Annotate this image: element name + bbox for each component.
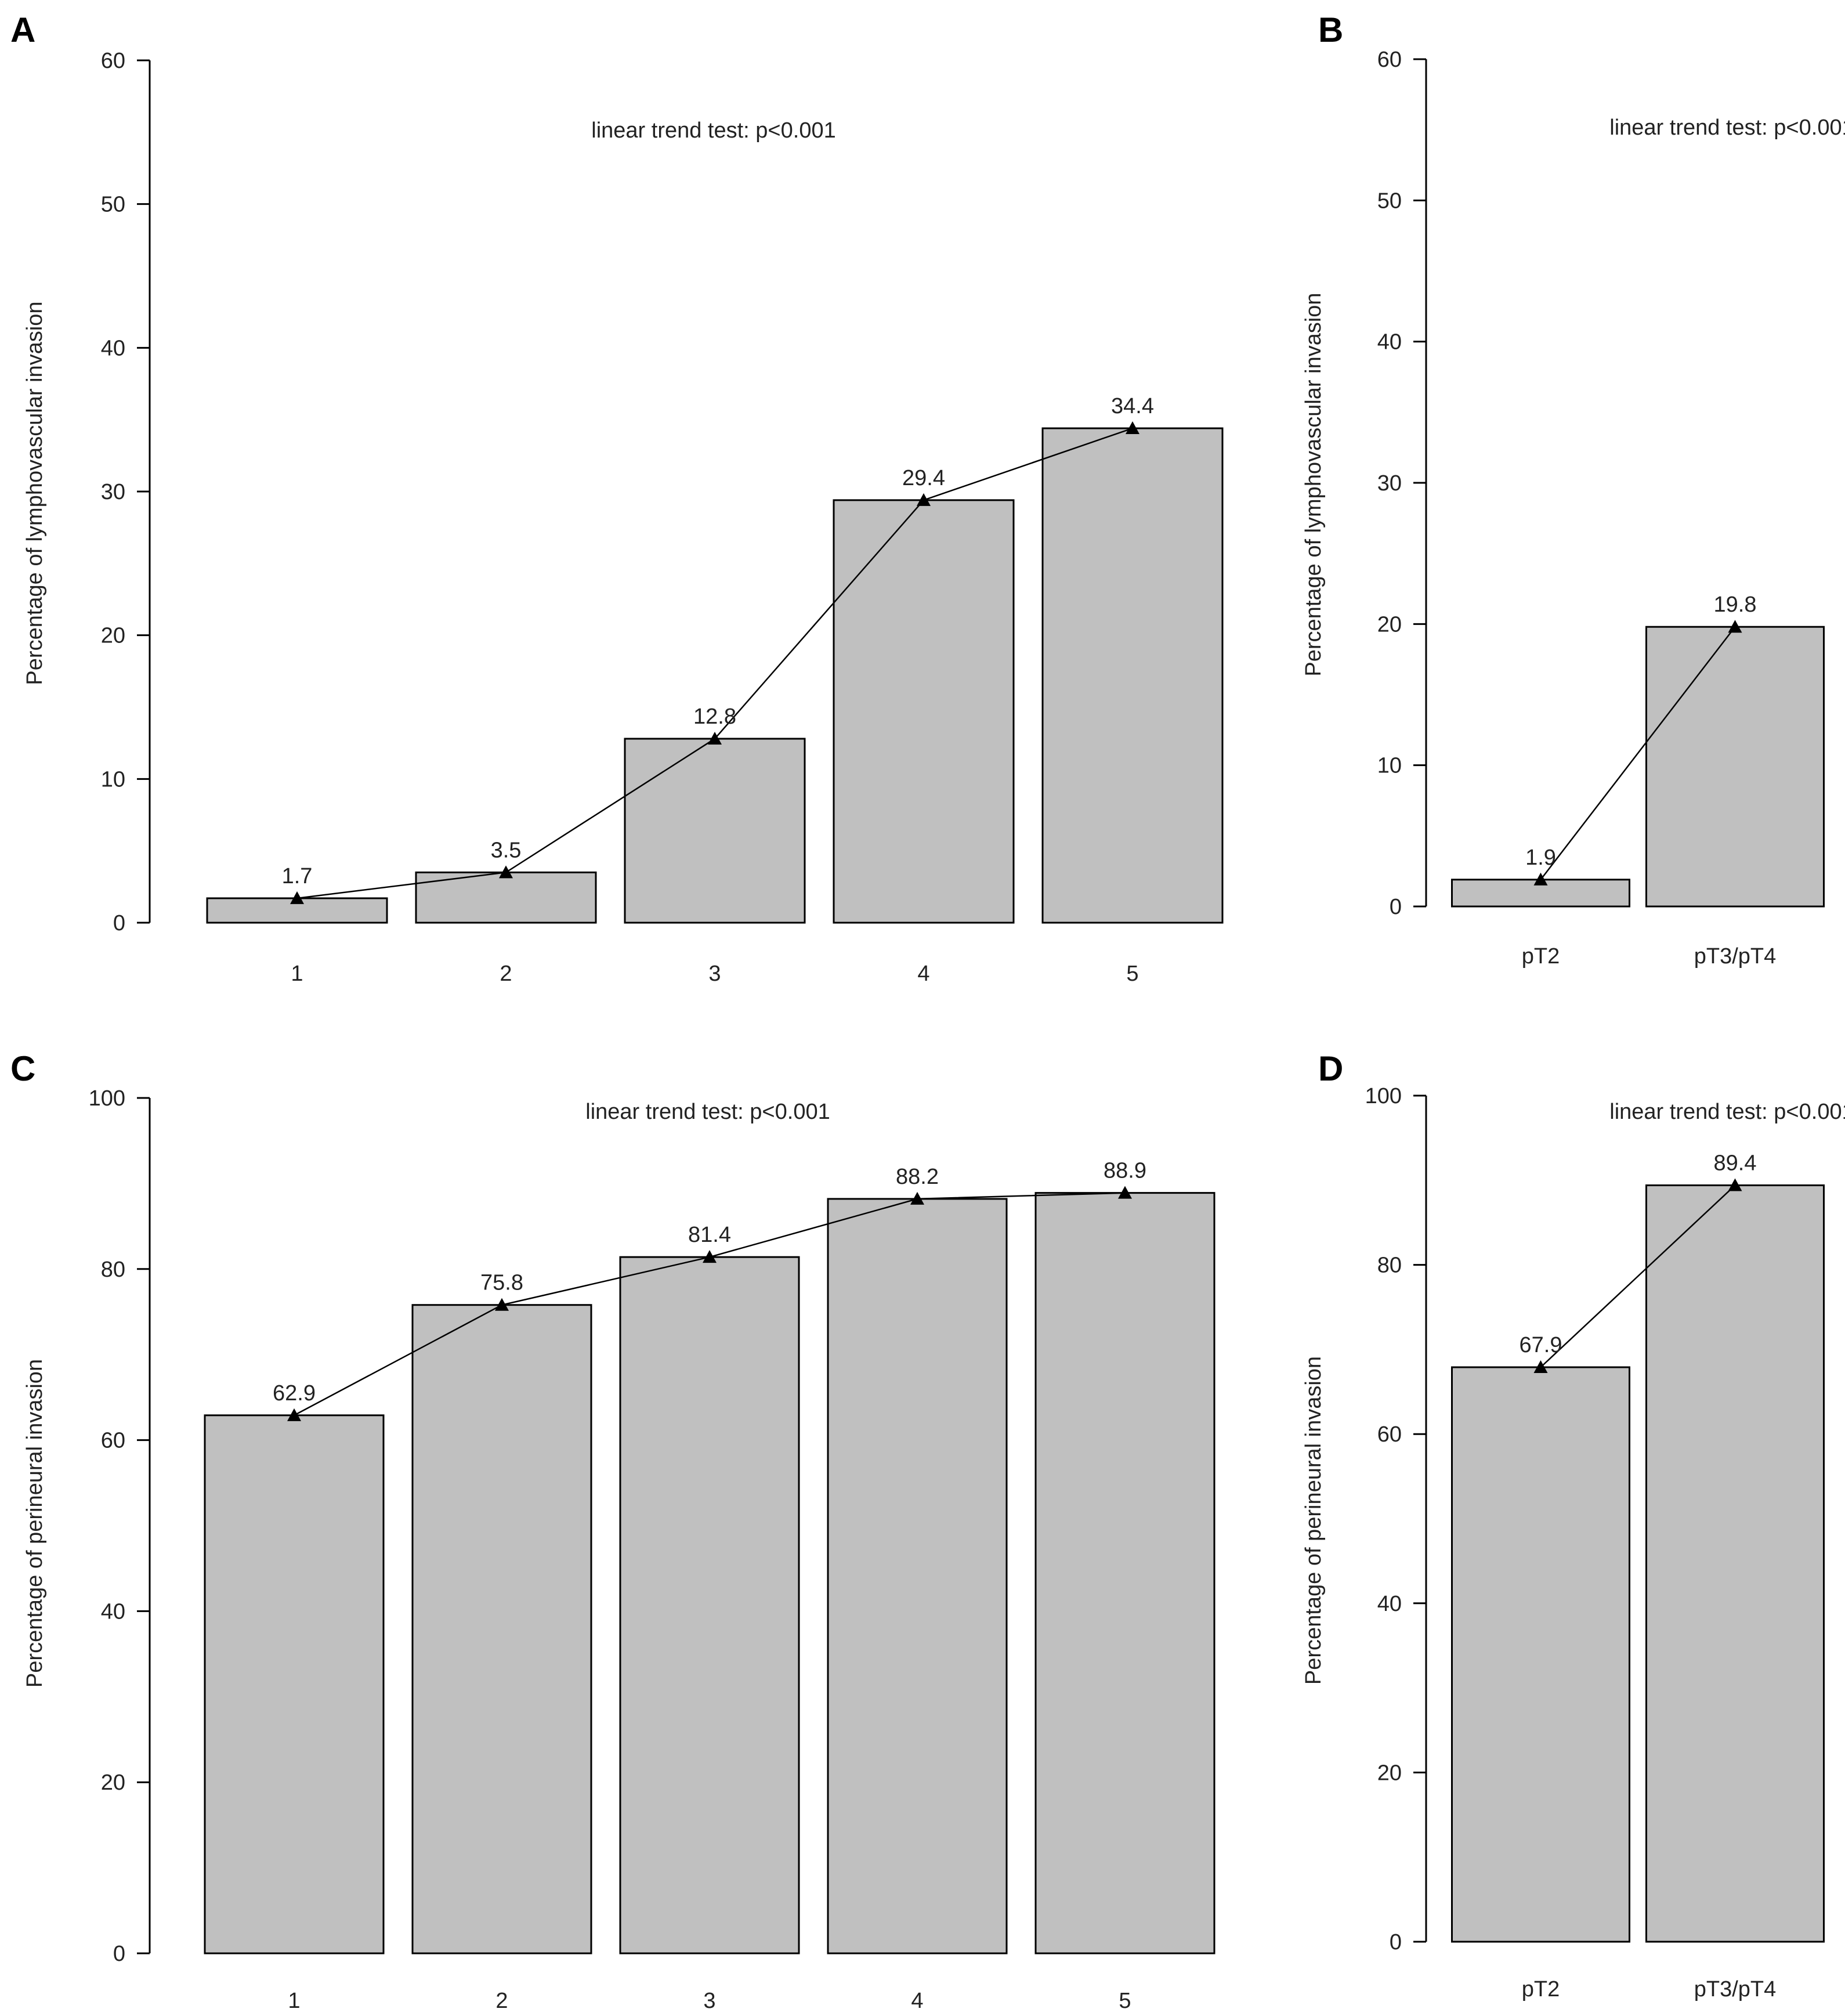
y-tick-label-a: 60 bbox=[101, 49, 125, 73]
trend-marker-a-2 bbox=[499, 865, 513, 879]
x-tick-label-c-1: 1 bbox=[288, 1989, 300, 2013]
y-tick-label-d: 80 bbox=[1377, 1253, 1402, 1278]
panel-c: C linear trend test: p<0.001 Percentage … bbox=[10, 1049, 1215, 2013]
panel-b: B linear trend test: p<0.001 Percentage … bbox=[1301, 10, 1845, 969]
bar-c-1 bbox=[204, 1414, 385, 1954]
bar-a-2 bbox=[415, 871, 597, 924]
panel-letter-d: D bbox=[1318, 1049, 1343, 1088]
value-label-c-4: 88.2 bbox=[896, 1165, 939, 1189]
y-tick-label-c: 20 bbox=[101, 1771, 125, 1795]
trend-test-annotation-a: linear trend test: p<0.001 bbox=[591, 118, 835, 143]
panel-letter-b: B bbox=[1318, 10, 1343, 49]
y-tick-label-a: 30 bbox=[101, 480, 125, 504]
x-tick-label-a-4: 4 bbox=[917, 962, 929, 986]
y-tick-label-a: 0 bbox=[113, 911, 125, 935]
y-tick-label-d: 40 bbox=[1377, 1592, 1402, 1616]
x-tick-label-c-3: 3 bbox=[703, 1989, 715, 2013]
x-tick-label-a-3: 3 bbox=[708, 962, 721, 986]
trend-marker-a-3 bbox=[708, 731, 722, 745]
x-tick-label-d-2: pT3/pT4 bbox=[1694, 1977, 1777, 2001]
trend-marker-c-3 bbox=[703, 1250, 717, 1263]
y-tick-label-b: 30 bbox=[1377, 471, 1402, 496]
value-label-d-2: 89.4 bbox=[1714, 1151, 1757, 1176]
bar-c-2 bbox=[411, 1304, 592, 1954]
panel-letter-c: C bbox=[10, 1049, 35, 1088]
panel-letter-a: A bbox=[10, 10, 35, 49]
bar-a-3 bbox=[624, 738, 806, 924]
x-tick-label-c-5: 5 bbox=[1119, 1989, 1131, 2013]
value-label-c-3: 81.4 bbox=[688, 1223, 731, 1247]
panel-d: D linear trend test: p<0.001 Percentage … bbox=[1301, 1049, 1845, 2001]
bar-d-2 bbox=[1645, 1184, 1825, 1943]
value-label-a-2: 3.5 bbox=[491, 838, 522, 862]
y-tick-label-b: 10 bbox=[1377, 754, 1402, 778]
value-label-c-5: 88.9 bbox=[1104, 1159, 1146, 1183]
panel-a: A linear trend test: p<0.001 Percentage … bbox=[10, 10, 1224, 986]
y-tick-label-a: 40 bbox=[101, 336, 125, 360]
trend-test-annotation-d: linear trend test: p<0.001 bbox=[1609, 1100, 1845, 1124]
x-tick-label-c-4: 4 bbox=[911, 1989, 923, 2013]
y-tick-label-c: 0 bbox=[113, 1942, 125, 1966]
trend-marker-a-1 bbox=[290, 891, 304, 904]
y-tick-label-c: 40 bbox=[101, 1599, 125, 1624]
trend-marker-b-2 bbox=[1728, 620, 1742, 633]
y-tick-label-b: 60 bbox=[1377, 48, 1402, 72]
trend-marker-d-1 bbox=[1533, 1360, 1548, 1374]
trend-test-annotation-b: linear trend test: p<0.001 bbox=[1609, 115, 1845, 140]
x-tick-label-c-2: 2 bbox=[495, 1989, 508, 2013]
y-tick-label-a: 50 bbox=[101, 193, 125, 217]
y-tick-label-d: 60 bbox=[1377, 1422, 1402, 1447]
y-tick-label-c: 80 bbox=[101, 1258, 125, 1282]
trend-marker-c-5 bbox=[1118, 1186, 1132, 1199]
trend-marker-c-2 bbox=[495, 1298, 509, 1311]
value-label-c-1: 62.9 bbox=[273, 1381, 316, 1406]
trend-marker-b-1 bbox=[1533, 872, 1548, 886]
bar-d-1 bbox=[1451, 1366, 1630, 1943]
trend-test-annotation-c: linear trend test: p<0.001 bbox=[585, 1100, 830, 1124]
trend-line-d bbox=[1540, 1184, 1736, 1368]
trend-marker-c-4 bbox=[910, 1191, 924, 1205]
trend-line-b bbox=[1540, 626, 1736, 880]
value-label-a-4: 29.4 bbox=[902, 466, 945, 490]
x-tick-label-a-1: 1 bbox=[291, 962, 303, 986]
y-axis-title-a: Percentage of lymphovascular invasion bbox=[23, 301, 47, 685]
value-label-b-2: 19.8 bbox=[1714, 592, 1757, 617]
y-tick-label-d: 100 bbox=[1365, 1084, 1402, 1108]
x-tick-label-a-2: 2 bbox=[500, 962, 512, 986]
y-tick-label-c: 100 bbox=[89, 1086, 125, 1111]
y-tick-label-b: 20 bbox=[1377, 612, 1402, 637]
y-axis-title-d: Percentage of perineural invasion bbox=[1301, 1356, 1326, 1685]
x-tick-label-b-1: pT2 bbox=[1522, 944, 1560, 969]
value-label-b-1: 1.9 bbox=[1525, 846, 1556, 870]
value-label-c-2: 75.8 bbox=[480, 1271, 523, 1295]
trend-marker-a-5 bbox=[1126, 421, 1139, 435]
x-tick-label-d-1: pT2 bbox=[1522, 1977, 1560, 2001]
bar-c-3 bbox=[619, 1256, 800, 1954]
y-tick-label-d: 20 bbox=[1377, 1761, 1402, 1785]
y-tick-label-b: 40 bbox=[1377, 330, 1402, 355]
bar-c-4 bbox=[827, 1198, 1008, 1954]
y-tick-label-a: 20 bbox=[101, 624, 125, 648]
y-tick-label-b: 0 bbox=[1390, 895, 1402, 919]
trend-marker-c-1 bbox=[287, 1408, 301, 1421]
value-label-a-5: 34.4 bbox=[1111, 394, 1154, 418]
bar-a-5 bbox=[1041, 427, 1224, 924]
x-tick-label-b-2: pT3/pT4 bbox=[1694, 944, 1777, 969]
y-axis-title-b: Percentage of lymphovascular invasion bbox=[1301, 292, 1326, 676]
y-tick-label-b: 50 bbox=[1377, 189, 1402, 213]
trend-marker-a-4 bbox=[917, 493, 931, 506]
value-label-a-3: 12.8 bbox=[693, 704, 736, 729]
bar-b-2 bbox=[1645, 626, 1825, 908]
trend-marker-d-2 bbox=[1728, 1178, 1742, 1191]
value-label-d-1: 67.9 bbox=[1520, 1333, 1562, 1357]
value-label-a-1: 1.7 bbox=[282, 864, 313, 888]
bar-c-5 bbox=[1034, 1192, 1215, 1954]
y-tick-label-c: 60 bbox=[101, 1429, 125, 1453]
y-tick-label-d: 0 bbox=[1390, 1930, 1402, 1954]
bar-a-4 bbox=[833, 499, 1015, 924]
y-tick-label-a: 10 bbox=[101, 767, 125, 792]
x-tick-label-a-5: 5 bbox=[1126, 962, 1138, 986]
y-axis-title-c: Percentage of perineural invasion bbox=[23, 1359, 47, 1688]
